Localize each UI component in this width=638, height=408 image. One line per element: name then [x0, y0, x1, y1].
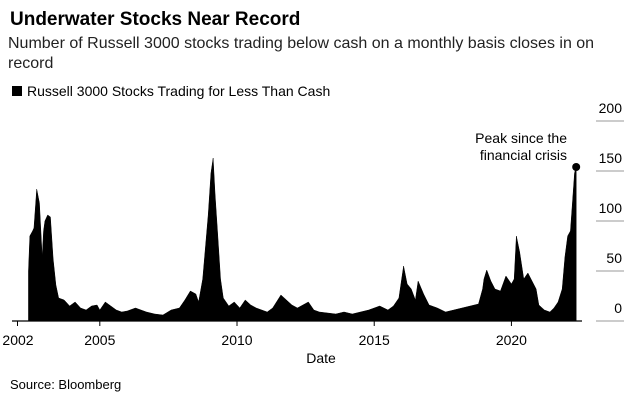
legend-label: Russell 3000 Stocks Trading for Less Tha… — [27, 83, 330, 99]
x-axis-label: Date — [306, 350, 336, 366]
y-tick-label: 200 — [599, 100, 623, 116]
y-tick-label: 100 — [599, 200, 623, 216]
chart-subtitle: Number of Russell 3000 stocks trading be… — [8, 35, 595, 72]
source: Source: Bloomberg — [10, 377, 121, 392]
annotation: financial crisis — [480, 147, 567, 163]
area — [28, 157, 577, 322]
x-tick-label: 2010 — [221, 332, 252, 348]
subtitle-box: Number of Russell 3000 stocks trading be… — [8, 35, 595, 72]
y-tick-label: 50 — [606, 250, 622, 266]
chart-title: Underwater Stocks Near Record — [10, 9, 300, 30]
y-tick-label: 0 — [614, 300, 622, 316]
x-tick-label: 2020 — [496, 332, 527, 348]
x-tick-label: 2015 — [359, 332, 390, 348]
annotation: Peak since the — [475, 130, 567, 146]
legend-swatch — [12, 86, 22, 96]
x-tick-label: 2002 — [2, 332, 33, 348]
peak-dot — [572, 163, 581, 171]
y-tick-label: 150 — [599, 150, 623, 166]
x-tick-label: 2005 — [84, 332, 115, 348]
